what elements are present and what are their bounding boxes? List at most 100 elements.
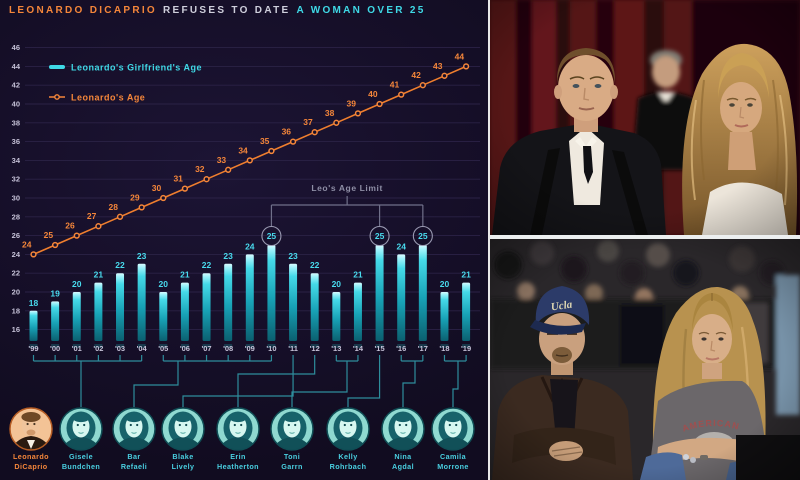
leo-age-marker <box>289 138 297 145</box>
y-tick-label: 26 <box>12 231 20 240</box>
leo-age-marker <box>246 157 253 164</box>
person-name-line2: Garrn <box>281 462 303 471</box>
leo-age-marker <box>268 147 275 155</box>
person-name-line1: Leonardo <box>13 452 49 461</box>
bar-13 <box>332 292 341 341</box>
leo-age-label: 24 <box>22 239 32 249</box>
y-tick-label: 36 <box>12 137 20 146</box>
leo-age-label: 38 <box>325 108 335 118</box>
x-tick-label: '02 <box>93 344 103 353</box>
page-title: LEONARDO DICAPRIO REFUSES TO DATE A WOMAN … <box>9 5 426 16</box>
x-tick-label: '15 <box>375 344 385 353</box>
bar-value-label: 23 <box>223 251 233 261</box>
hair-fringe <box>283 412 301 423</box>
y-tick-label: 34 <box>12 156 21 165</box>
leo-age-label: 39 <box>346 98 356 108</box>
bar-value-label: 23 <box>288 251 298 261</box>
bar-12 <box>310 273 319 341</box>
bar-value-label: 22 <box>310 260 320 270</box>
leo-age-marker <box>160 194 167 202</box>
leo-age-label: 27 <box>87 211 97 221</box>
person-name-line2: Rohrbach <box>330 462 367 471</box>
x-tick-label: '12 <box>310 344 320 353</box>
connector-refaeli <box>133 360 272 407</box>
avatar-morrone <box>431 407 475 451</box>
photo-column: Ucla <box>490 0 800 480</box>
avatar-refaeli <box>112 407 156 451</box>
leo-age-label: 28 <box>109 202 119 212</box>
bar-value-label: 21 <box>94 270 104 280</box>
person-name-line1: Camila <box>440 452 467 461</box>
x-tick-label: '01 <box>72 344 82 353</box>
bar-reflection <box>310 344 319 348</box>
y-tick-label: 16 <box>12 325 20 334</box>
connector-garrn <box>291 360 358 407</box>
eye <box>33 422 36 426</box>
avatar-ring <box>9 407 53 451</box>
leo-age-label: 41 <box>390 80 400 90</box>
person-name-line2: Morrone <box>437 462 469 471</box>
avatar-heatherton <box>216 407 260 451</box>
avatar-ring <box>112 407 156 451</box>
leo-age-label: 44 <box>455 51 465 61</box>
hair-fringe <box>339 412 357 423</box>
avatar-ring <box>381 407 425 451</box>
title-leonardo-dicaprio: LEONARDO DICAPRIO <box>9 5 157 16</box>
x-tick-label: '13 <box>331 344 341 353</box>
eye <box>129 423 132 427</box>
bar-reflection <box>116 344 125 348</box>
person-name-line2: DiCaprio <box>14 462 47 471</box>
y-tick-label: 40 <box>12 100 20 109</box>
leo-age-label: 33 <box>217 155 227 165</box>
hair-fringe <box>72 412 90 423</box>
leo-age-label: 40 <box>368 89 378 99</box>
eye <box>398 423 401 427</box>
panel-divider <box>488 0 490 480</box>
x-tick-label: '04 <box>137 344 148 353</box>
legend-leo-marker <box>54 94 60 100</box>
person-name-line1: Nina <box>394 452 412 461</box>
leo-age-marker <box>225 166 232 173</box>
eye <box>343 423 346 427</box>
bar-11 <box>289 263 298 341</box>
mouth <box>131 432 137 434</box>
bar-value-label: 24 <box>396 241 406 251</box>
connector-heatherton <box>237 361 316 407</box>
bar-value-label: 22 <box>202 260 212 270</box>
mouth <box>289 432 295 434</box>
leo-hair <box>21 412 41 422</box>
leo-age-label: 42 <box>411 70 421 80</box>
bar-14 <box>353 282 362 341</box>
title-refuses-to-date: REFUSES TO DATE <box>163 5 291 16</box>
age-limit-circle <box>412 225 433 247</box>
bar-16 <box>397 254 406 341</box>
leo-age-label: 32 <box>195 164 205 174</box>
bar-reflection <box>224 344 233 348</box>
leo-age-marker <box>419 82 426 89</box>
bar-value-label: 25 <box>267 231 277 241</box>
x-tick-label: '10 <box>266 344 276 353</box>
avatar-agdal <box>381 407 425 451</box>
person-name-line2: Lively <box>172 462 195 471</box>
bar-value-label: 21 <box>461 270 471 280</box>
leo-age-marker <box>138 204 145 211</box>
x-tick-label: '09 <box>245 344 255 353</box>
x-tick-label: '19 <box>461 344 471 353</box>
bar-04 <box>137 263 146 341</box>
leo-goatee <box>26 429 36 436</box>
bar-reflection <box>418 344 427 348</box>
bar-07 <box>202 273 211 341</box>
bar-value-label: 20 <box>159 279 169 289</box>
x-tick-label: '06 <box>180 344 190 353</box>
eye <box>448 423 451 427</box>
person-name-line1: Toni <box>284 452 300 461</box>
mouth <box>180 432 186 434</box>
bar-18 <box>440 292 449 341</box>
leo-age-label: 26 <box>65 221 75 231</box>
leo-age-label: 36 <box>282 127 292 137</box>
leo-age-marker <box>73 232 80 239</box>
x-tick-label: '11 <box>288 344 298 353</box>
x-tick-label: '08 <box>223 344 233 353</box>
person-name-line2: Refaeli <box>121 462 147 471</box>
